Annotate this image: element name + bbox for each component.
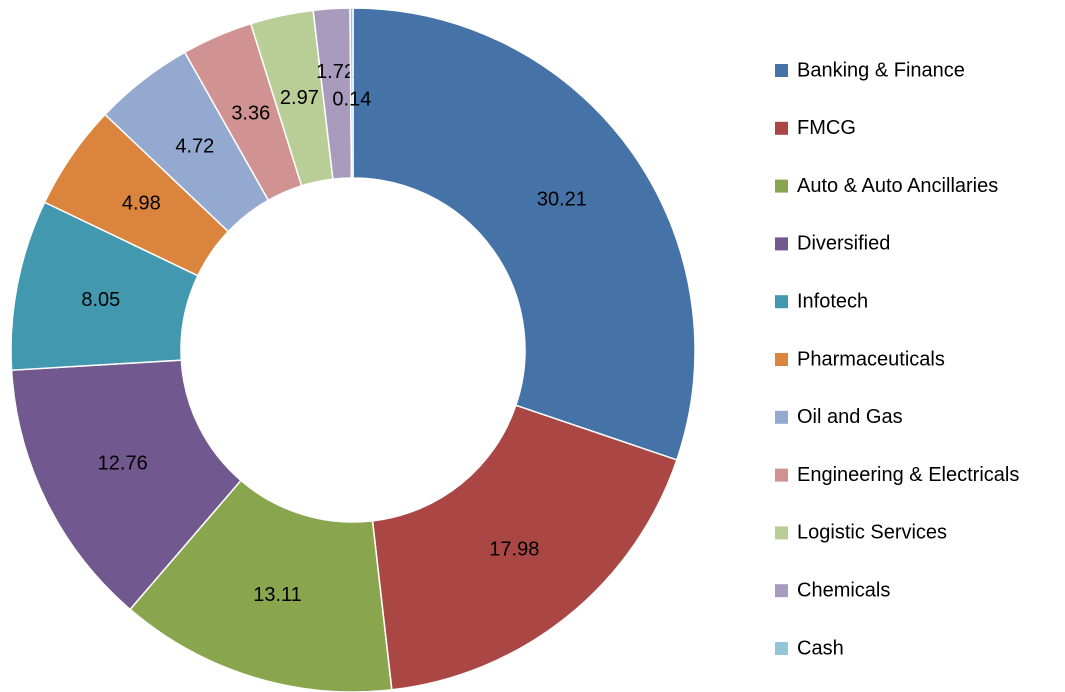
data-label: 13.11 bbox=[253, 584, 302, 606]
data-label: 4.98 bbox=[122, 192, 161, 214]
legend-swatch bbox=[775, 353, 788, 366]
data-label: 4.72 bbox=[175, 136, 214, 158]
legend-label: Cash bbox=[797, 637, 844, 659]
legend-label: Logistic Services bbox=[797, 522, 947, 544]
data-label: 1.72 bbox=[316, 61, 355, 83]
legend-swatch bbox=[775, 642, 788, 655]
legend-label: Pharmaceuticals bbox=[797, 348, 945, 370]
legend-label: FMCG bbox=[797, 117, 856, 139]
legend-label: Chemicals bbox=[797, 579, 890, 601]
legend-swatch bbox=[775, 295, 788, 309]
legend-swatch bbox=[775, 526, 788, 540]
slice bbox=[10, 359, 242, 611]
data-label: 30.21 bbox=[537, 189, 587, 211]
legend-swatch bbox=[775, 64, 788, 77]
legend-swatch bbox=[775, 468, 788, 482]
legend-label: Engineering & Electricals bbox=[797, 464, 1019, 486]
slice bbox=[352, 7, 696, 461]
data-label: 8.05 bbox=[81, 289, 120, 311]
legend-swatch bbox=[775, 584, 788, 598]
slice bbox=[349, 7, 354, 179]
legend-label: Infotech bbox=[797, 290, 868, 312]
data-label: 12.76 bbox=[98, 452, 148, 474]
legend-swatch bbox=[775, 121, 788, 135]
data-label: 0.14 bbox=[332, 88, 371, 110]
legend-label: Diversified bbox=[797, 233, 890, 255]
data-label: 3.36 bbox=[231, 102, 270, 124]
data-label: 17.98 bbox=[489, 538, 539, 560]
legend-swatch bbox=[775, 410, 788, 424]
data-label: 2.97 bbox=[280, 87, 319, 109]
legend-label: Auto & Auto Ancillaries bbox=[797, 175, 998, 197]
legend-label: Oil and Gas bbox=[797, 406, 903, 428]
slice bbox=[371, 404, 678, 691]
legend-swatch bbox=[775, 179, 788, 193]
legend-label: Banking & Finance bbox=[797, 59, 965, 81]
legend-swatch bbox=[775, 237, 788, 251]
